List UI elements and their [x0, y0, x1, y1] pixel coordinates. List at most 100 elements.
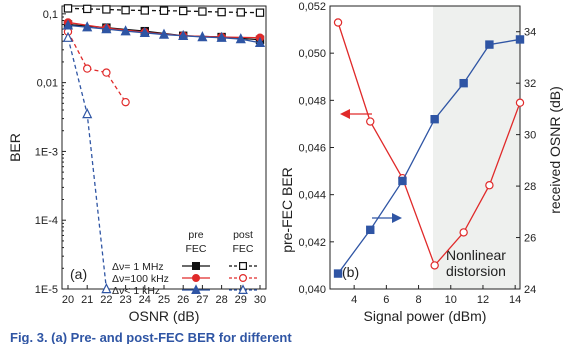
data-point-a [82, 108, 93, 119]
shaded-region [433, 6, 520, 289]
legend-marker-post [239, 274, 248, 283]
y-axis-label-left: pre-FEC BER [279, 167, 295, 253]
y-axis-label-a: BER [7, 133, 23, 162]
data-point-a [62, 31, 74, 42]
data-point-b [459, 228, 468, 237]
plot-frame-a [61, 5, 267, 290]
x-tick-label-b: 14 [509, 294, 521, 306]
legend-label: Δν=100 kHz [112, 273, 169, 285]
legend-marker-pre [192, 274, 201, 283]
x-tick-label-b: 6 [383, 294, 389, 306]
legend-label: Δν= 1 MHz [112, 261, 164, 273]
shaded-label-line1: Nonlinear [446, 247, 506, 263]
data-point-b [485, 181, 494, 190]
data-point-b [485, 40, 494, 49]
data-point-a [197, 31, 208, 42]
data-point-a [179, 6, 188, 16]
legend-marker-pre [192, 262, 201, 271]
data-point-a [82, 21, 93, 32]
shaded-label-line2: distorsion [446, 263, 506, 279]
legend-marker-pre [191, 284, 201, 294]
data-point-b [430, 114, 439, 124]
data-point-b [430, 261, 439, 270]
data-point-b [333, 269, 343, 278]
data-point-b [459, 78, 468, 88]
legend-header-pre: pre [188, 229, 203, 241]
data-point-a [121, 5, 130, 15]
data-point-a [158, 28, 170, 39]
panel-a: 20 21 22 23 24 25 26 27 28 29 30 0,1 0,01 1E-3 1E-4 1E-… [7, 4, 267, 324]
x-tick-label-a: 23 [119, 294, 131, 306]
data-point-a [82, 64, 92, 73]
x-tick-label-a: 21 [81, 294, 93, 306]
data-point-a [82, 4, 92, 14]
y-tick-label-left: 0,042 [298, 237, 326, 249]
x-tick-label-a: 30 [254, 294, 266, 306]
x-tick-label-a: 27 [196, 294, 208, 306]
data-point-a [178, 29, 189, 40]
data-point-a [101, 23, 112, 34]
data-point-a [254, 36, 266, 47]
y-tick-label-left: 0,044 [298, 190, 326, 202]
data-point-b [333, 18, 343, 27]
legend-header-pre-fec: FEC [186, 243, 207, 255]
x-axis-label-a: OSNR (dB) [129, 308, 200, 324]
legend-marker-post [238, 284, 248, 294]
x-tick-label-a: 26 [177, 294, 189, 306]
data-point-a [235, 33, 246, 44]
x-tick-label-b: 12 [477, 294, 489, 306]
x-tick-label-b: 4 [351, 294, 357, 306]
data-point-a [255, 8, 265, 17]
figure-caption: Fig. 3. (a) Pre- and post-FEC BER for di… [10, 330, 292, 344]
y-axis-label-right: received OSNR (dB) [547, 86, 563, 214]
x-tick-label-a: 29 [235, 294, 247, 306]
y-tick-label-left: 0,046 [298, 143, 326, 155]
x-axis-label-b: Signal power (dBm) [364, 308, 487, 324]
data-point-b [366, 117, 375, 126]
y-tick-label-a: 0,1 [43, 9, 58, 21]
data-point-a [101, 283, 112, 294]
data-point-a [120, 25, 131, 36]
y-tick-label-right: 34 [524, 27, 536, 39]
data-point-b [398, 176, 407, 186]
legend-label: Δν< 1 kHz [112, 285, 160, 297]
arrow-left-red-head [340, 109, 350, 119]
data-point-a [236, 8, 245, 17]
data-point-a [159, 6, 169, 15]
y-tick-label-right: 30 [524, 130, 536, 142]
data-point-a [217, 7, 226, 17]
legend-header-post: post [233, 229, 253, 241]
y-tick-label-a: 1E-3 [35, 146, 58, 158]
x-tick-label-a: 24 [139, 294, 151, 306]
y-tick-label-right: 28 [524, 181, 536, 193]
panel-label-b: (b) [342, 264, 359, 280]
arrow-right-blue-head [392, 213, 402, 223]
y-tick-label-a: 0,01 [37, 78, 58, 90]
y-tick-label-a: 1E-5 [35, 284, 58, 296]
panel-label-a: (a) [70, 266, 87, 282]
y-tick-label-a: 1E-4 [35, 215, 58, 227]
data-point-a [63, 4, 73, 13]
data-point-a [198, 7, 207, 16]
y-tick-label-right: 24 [524, 284, 536, 296]
data-point-b [366, 225, 375, 235]
data-point-a [102, 5, 111, 14]
y-tick-label-right: 32 [524, 78, 536, 90]
data-point-a [62, 19, 74, 30]
data-point-b [515, 98, 525, 107]
legend-marker-post [239, 262, 248, 271]
data-point-a [121, 97, 130, 107]
data-point-a [102, 68, 111, 77]
y-tick-label-left: 0,052 [298, 1, 326, 13]
y-tick-label-left: 0,040 [298, 284, 326, 296]
x-tick-label-b: 10 [445, 294, 457, 306]
series-line-a [67, 31, 127, 103]
legend-header-post-fec: FEC [233, 243, 254, 255]
x-tick-label-a: 25 [158, 294, 170, 306]
y-tick-label-left: 0,050 [298, 48, 326, 60]
data-point-b [515, 35, 525, 44]
x-tick-label-a: 20 [62, 294, 74, 306]
